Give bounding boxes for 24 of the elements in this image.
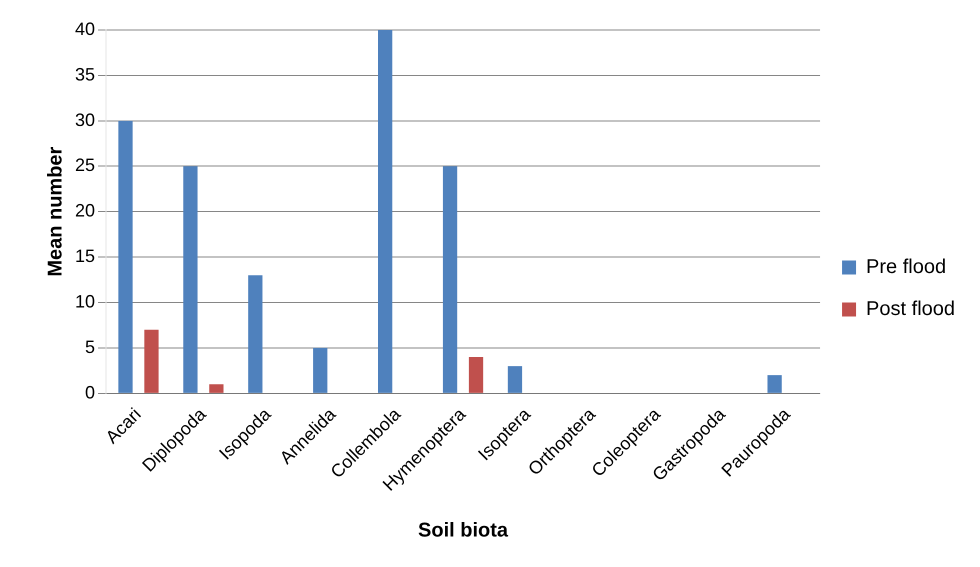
y-tick-label: 20: [74, 200, 96, 221]
y-tick-label: 35: [74, 64, 96, 84]
y-tick-label: 0: [85, 382, 96, 402]
x-axis-title: Soil biota: [418, 520, 509, 542]
bar: [313, 348, 328, 393]
y-tick-label: 10: [74, 291, 96, 312]
bar: [209, 384, 224, 393]
y-tick-label: 40: [74, 18, 96, 39]
bar: [248, 275, 262, 393]
y-axis-title: Mean number: [44, 146, 67, 277]
bar: [118, 120, 133, 393]
bar: [183, 166, 198, 393]
y-tick-label: 25: [74, 155, 96, 176]
legend-label: Post flood: [866, 298, 956, 320]
y-tick-label: 15: [74, 246, 96, 266]
bar: [767, 375, 782, 393]
bar: [468, 356, 484, 393]
y-tick-label: 5: [85, 336, 96, 357]
bar: [442, 166, 458, 393]
bar: [378, 30, 392, 393]
y-tick-label: 30: [74, 110, 96, 130]
legend-label: Pre flood: [866, 256, 946, 278]
bar: [508, 366, 522, 393]
bar: [144, 330, 159, 393]
